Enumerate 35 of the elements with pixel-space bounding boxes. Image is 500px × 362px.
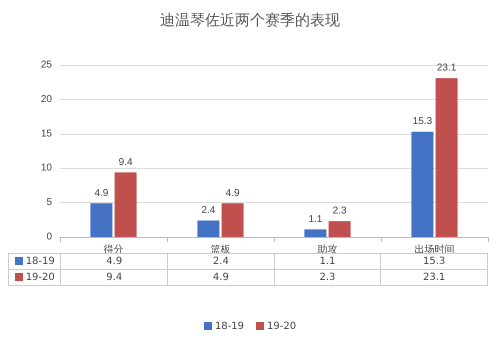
- data-label: 2.4: [201, 204, 216, 216]
- text: 2.3: [274, 270, 381, 286]
- text: 1.1: [320, 256, 336, 267]
- bar: [197, 220, 220, 237]
- bar: [114, 172, 137, 237]
- legend-label: 19-20: [8, 270, 61, 286]
- bar: [304, 229, 326, 237]
- data-label: 23.1: [436, 62, 457, 74]
- y-tick-label: 25: [40, 60, 52, 70]
- text: 19-20: [267, 321, 296, 332]
- data-label: 1.1: [308, 214, 323, 225]
- y-tick-label: 10: [40, 162, 52, 174]
- text: 4.9: [106, 256, 122, 267]
- data-label: 15.3: [412, 116, 433, 128]
- bar: [436, 78, 458, 237]
- bar: [90, 203, 112, 237]
- text: 9.4: [60, 270, 168, 286]
- bar: [411, 132, 434, 237]
- bar: [222, 203, 244, 237]
- data-label: 2.3: [332, 206, 347, 217]
- text: 15.3: [423, 256, 446, 267]
- data-label: 4.9: [94, 188, 109, 199]
- text: 2.4: [212, 256, 229, 267]
- y-tick-label: 5: [46, 197, 52, 208]
- y-tick-label: 15: [40, 128, 52, 140]
- text: 18-19: [214, 321, 244, 332]
- text: 4.9: [168, 270, 274, 286]
- y-tick-label: 0: [46, 232, 52, 242]
- y-tick-label: 20: [40, 94, 52, 105]
- text: 23.1: [380, 270, 488, 286]
- legend-label: 18-19: [8, 254, 61, 270]
- bar: [328, 221, 351, 237]
- data-label: 4.9: [226, 188, 240, 199]
- chart-title: 迪温琴佐近两个赛季的表现: [160, 12, 340, 29]
- data-label: 9.4: [118, 156, 133, 168]
